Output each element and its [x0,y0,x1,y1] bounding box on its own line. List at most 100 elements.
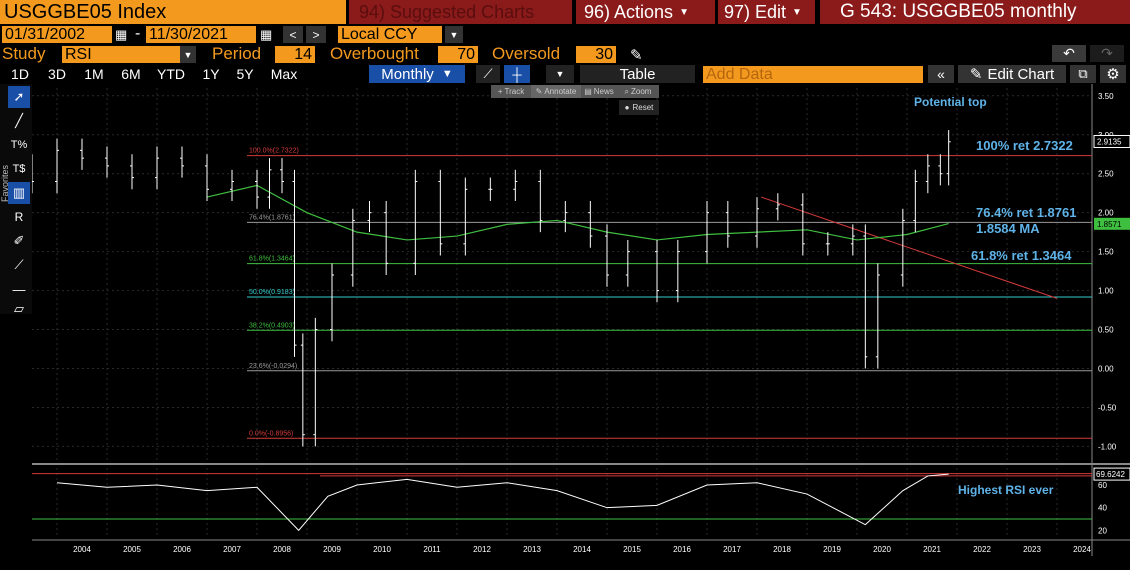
ret764-annotation: 76.4% ret 1.8761 [976,205,1076,220]
collapse-icon[interactable]: « [928,65,954,83]
currency-select[interactable]: Local CCY [338,26,442,43]
crosshair-icon: + [497,87,503,96]
chart-id-text: G 543: USGGBE05 monthly [840,1,1077,22]
study-bar: Study RSI ▼ Period 14 Overbought 70 Over… [0,44,1130,64]
y-tick-label: -0.50 [1098,403,1117,412]
x-tick-label: 2008 [273,545,291,554]
period-buttons: 1D 3D 1M 6M YTD 1Y 5Y Max [0,65,306,83]
price-tool-icon[interactable]: T$ [12,163,26,175]
redo-button[interactable]: ↷ [1090,45,1124,62]
x-tick-label: 2009 [323,545,341,554]
actions-button[interactable]: 96) Actions ▼ [576,0,715,24]
x-tick-label: 2013 [523,545,541,554]
ret100-annotation: 100% ret 2.7322 [976,138,1073,153]
toolbar: 1D 3D 1M 6M YTD 1Y 5Y Max Monthly ▼ ⟋ ┼ ▼ Table … [0,64,1130,84]
bar-chart-icon[interactable]: ┼ [504,65,530,83]
period-button-1d[interactable]: 1D [11,66,29,82]
ticker-text: USGGBE05 Index [4,0,167,23]
add-data-input[interactable]: Add Data [703,66,923,83]
ma-annotation: 1.8584 MA [976,221,1040,236]
header-bar: USGGBE05 Index 94) Suggested Charts 96) … [0,0,1130,24]
retracement-icon[interactable]: R [14,210,24,224]
y-tick-label: -1.00 [1098,442,1117,451]
x-tick-label: 2004 [73,545,91,554]
ticker-field[interactable]: USGGBE05 Index [0,0,346,24]
period-button-1m[interactable]: 1M [84,66,104,82]
draw-line-icon[interactable]: ╱ [15,113,23,128]
chevron-down-icon[interactable]: ▼ [546,65,574,83]
x-tick-label: 2023 [1023,545,1041,554]
oversold-label: Oversold [492,44,561,63]
x-tick-label: 2006 [173,545,191,554]
chevron-down-icon[interactable]: ▼ [445,26,463,43]
period-button-6m[interactable]: 6M [121,66,141,82]
x-tick-label: 2005 [123,545,141,554]
fibonacci-icon[interactable]: T% [10,139,28,151]
period-button-1y[interactable]: 1Y [202,66,220,82]
next-period-button[interactable]: > [306,26,326,43]
rsi-tick-label: 40 [1098,504,1107,513]
trend-line-red [761,196,1058,299]
edit-chart-label: Edit Chart [987,65,1055,83]
x-tick-label: 2014 [573,545,591,554]
chart-settings-icon[interactable]: ⧉ [1070,65,1096,83]
pencil-icon: ✎ [535,87,543,96]
table-button[interactable]: Table [580,65,695,83]
overbought-input[interactable]: 70 [438,46,478,63]
x-tick-label: 2015 [623,545,641,554]
edit-button[interactable]: 97) Edit ▼ [718,0,815,24]
fib-level-label: 76.4%(1.8761) [249,214,295,221]
period-button-5y[interactable]: 5Y [236,66,254,82]
chevron-down-icon[interactable]: ▼ [180,46,196,63]
cursor-icon[interactable]: ➚ [8,86,30,108]
drawing-toolbar: ➚ ╱ T% T$ ▥ R ✐ ⟋ — ▱ Favorites [0,84,32,316]
calendar-icon[interactable]: ▦ [260,27,273,42]
line-chart-icon[interactable]: ⟋ [476,65,500,83]
start-date-input[interactable]: 01/31/2002 [2,26,112,43]
pencil-icon: ✎ [969,66,983,83]
period-button-ytd[interactable]: YTD [157,66,185,82]
chart-grid [32,84,1130,556]
overbought-value: 70 [457,45,475,63]
y-tick-label: 0.00 [1098,365,1114,374]
currency-text: Local CCY [341,25,418,43]
bar-tool-icon[interactable]: ▥ [8,182,30,204]
gear-icon[interactable]: ⚙ [1100,65,1126,83]
suggested-charts-button[interactable]: 94) Suggested Charts [349,0,572,24]
brush-icon[interactable]: ✐ [13,233,25,248]
rsi-line [56,473,949,532]
annotate-button[interactable]: ✎ Annotate [531,85,581,98]
prev-period-button[interactable]: < [283,26,303,43]
study-select[interactable]: RSI [62,46,180,63]
end-date-input[interactable]: 11/30/2021 [146,26,256,43]
x-tick-label: 2016 [673,545,691,554]
zoom-button[interactable]: ⌕ Zoom [617,85,659,98]
period-input[interactable]: 14 [275,46,315,63]
price-chart[interactable]: 100.0%(2.7322) 76.4%(1.8761) 61.8%(1.3464)… [0,84,1130,570]
rsi-tick-label: 20 [1098,526,1107,535]
period-button-3d[interactable]: 3D [48,66,66,82]
channel-icon[interactable]: ▱ [14,301,24,316]
period-button-max[interactable]: Max [270,66,298,82]
frequency-select[interactable]: Monthly ▼ [369,65,465,83]
calendar-icon[interactable]: ▦ [115,27,128,42]
y-tick-label: 1.00 [1098,287,1114,296]
reset-label: Reset [632,103,654,112]
reset-icon: ● [624,103,630,112]
favorites-label: Favorites [0,164,10,202]
reset-button[interactable]: ● Reset [619,100,659,115]
annotate-label: Annotate [544,87,577,96]
horizontal-line-icon[interactable]: — [12,281,26,297]
track-button[interactable]: + Track [491,85,531,98]
fib-level-label: 61.8%(1.3464) [249,256,295,263]
fib-level-label: 23.6%(-0.0294) [249,363,297,370]
rsi-panel: 60 40 20 69.6242 [32,467,1130,535]
oversold-input[interactable]: 30 [576,46,616,63]
trendline-icon[interactable]: ⟋ [14,257,24,272]
undo-button[interactable]: ↶ [1052,45,1086,62]
x-tick-label: 2007 [223,545,241,554]
x-tick-label: 2011 [423,545,441,554]
pencil-icon[interactable]: ✎ [630,47,643,64]
news-button[interactable]: ▤ News [581,85,617,98]
edit-chart-button[interactable]: ✎ Edit Chart [958,65,1066,83]
